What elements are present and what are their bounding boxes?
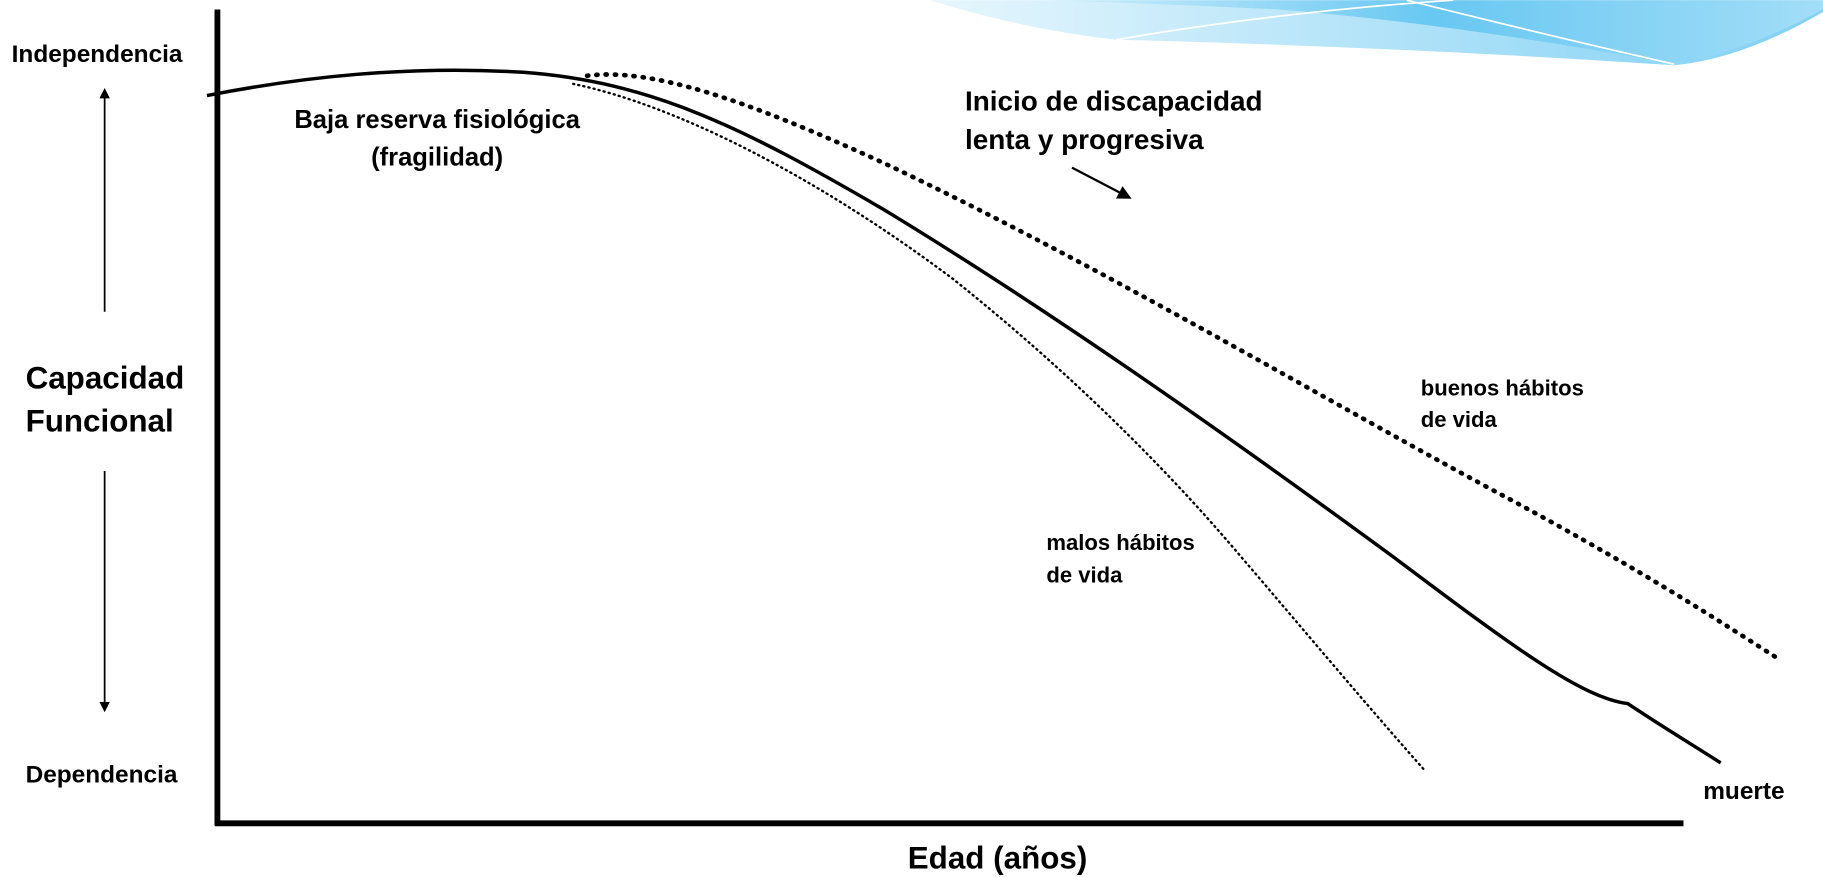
y-top-label: Independencia: [12, 41, 183, 68]
bad-habits-curve: [573, 84, 1424, 770]
annotation: lenta y progresiva: [965, 124, 1204, 155]
annotation: malos hábitos: [1046, 530, 1194, 555]
y-axis-label: Funcional: [26, 404, 174, 439]
annotation: de vida: [1046, 563, 1123, 588]
annotation: de vida: [1421, 407, 1498, 432]
decorative-wave: [930, 0, 1823, 65]
x-axis-label: Edad (años): [908, 841, 1088, 876]
y-axis-label: Capacidad: [26, 361, 185, 396]
annotation: muerte: [1703, 778, 1784, 805]
annotation: Baja reserva fisiológica: [294, 106, 580, 134]
annotation-arrow: [1072, 168, 1125, 196]
annotation: buenos hábitos: [1421, 375, 1584, 400]
annotation: (fragilidad): [371, 143, 503, 171]
y-bottom-label: Dependencia: [26, 762, 178, 789]
annotation: Inicio de discapacidad: [965, 86, 1263, 117]
diagram: Independencia Dependencia Capacidad Func…: [0, 0, 1823, 877]
good-habits-curve: [587, 74, 1781, 660]
